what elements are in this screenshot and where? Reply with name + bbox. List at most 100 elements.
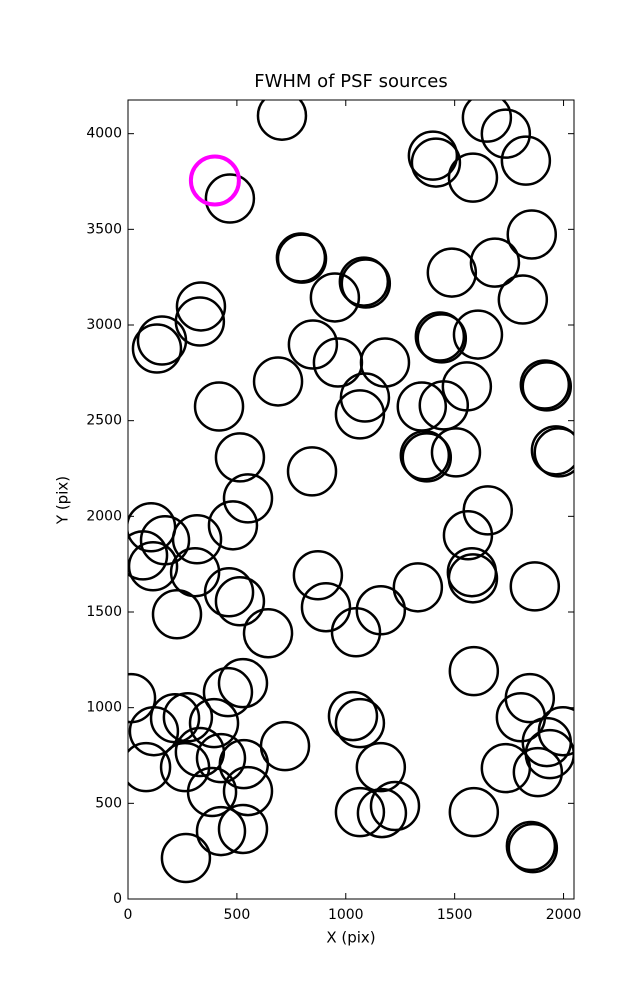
source-marker <box>207 500 259 551</box>
source-marker <box>418 380 470 431</box>
source-marker <box>131 323 183 374</box>
source-marker <box>338 256 390 307</box>
x-tick-label: 500 <box>224 907 251 923</box>
source-marker <box>128 705 180 757</box>
source-marker <box>195 805 247 857</box>
source-marker <box>334 697 386 749</box>
source-marker <box>447 152 499 203</box>
source-marker <box>128 530 169 581</box>
source-marker <box>530 425 574 476</box>
source-marker <box>151 589 203 640</box>
plot-area <box>128 100 574 884</box>
x-tick-label: 0 <box>124 907 133 923</box>
source-marker <box>533 427 574 478</box>
source-marker <box>292 550 344 601</box>
source-marker <box>369 780 421 832</box>
source-marker <box>448 786 500 838</box>
source-marker <box>214 576 266 627</box>
source-marker <box>407 130 459 181</box>
source-marker <box>480 742 532 794</box>
y-tick-label: 3000 <box>86 317 122 333</box>
source-marker <box>252 356 304 407</box>
source-marker <box>195 732 247 784</box>
source-marker <box>497 274 549 325</box>
source-marker <box>222 765 274 817</box>
source-marker <box>217 657 269 709</box>
source-marker <box>339 372 391 423</box>
source-marker <box>256 100 308 141</box>
source-marker <box>203 567 255 618</box>
x-axis-label: X (pix) <box>326 929 375 947</box>
source-marker <box>218 738 270 790</box>
y-tick-label: 3500 <box>86 221 122 237</box>
source-marker <box>217 803 269 855</box>
source-marker <box>334 389 386 440</box>
source-marker <box>509 561 561 612</box>
source-marker <box>519 359 571 410</box>
source-marker <box>356 787 408 839</box>
y-tick-label: 2500 <box>86 413 122 429</box>
source-marker <box>426 247 478 298</box>
y-tick-label: 4000 <box>86 126 122 142</box>
source-marker <box>128 541 179 592</box>
source-marker <box>287 319 339 370</box>
source-marker <box>500 135 552 186</box>
y-tick-label: 0 <box>113 891 122 907</box>
source-marker <box>505 820 557 872</box>
source-marker <box>461 100 513 143</box>
chart-title: FWHM of PSF sources <box>254 71 448 92</box>
source-marker <box>442 510 494 561</box>
source-marker <box>204 173 256 224</box>
source-marker <box>136 315 188 366</box>
source-marker <box>392 562 444 613</box>
source-marker <box>169 546 221 598</box>
source-marker <box>507 822 559 874</box>
source-marker <box>175 281 227 332</box>
source-marker <box>452 309 504 360</box>
source-marker <box>469 237 521 288</box>
source-marker <box>160 832 212 884</box>
source-marker <box>300 581 352 633</box>
source-marker <box>309 272 361 323</box>
y-tick-label: 1000 <box>86 700 122 716</box>
y-tick-label: 1500 <box>86 604 122 620</box>
x-tick-label: 2000 <box>546 907 582 923</box>
source-marker <box>188 154 241 207</box>
source-marker <box>355 741 407 793</box>
source-marker <box>276 233 328 284</box>
source-marker <box>222 473 274 524</box>
source-marker <box>448 645 500 697</box>
source-marker <box>186 766 238 818</box>
source-marker <box>447 553 499 604</box>
source-marker <box>327 690 379 742</box>
source-marker <box>401 432 453 483</box>
source-marker <box>188 697 240 749</box>
source-marker <box>242 607 294 659</box>
source-marker <box>512 746 564 798</box>
x-tick-label: 1500 <box>437 907 473 923</box>
source-marker <box>214 432 266 483</box>
y-tick-label: 2000 <box>86 508 122 524</box>
source-marker <box>521 361 573 412</box>
source-marker <box>480 108 532 159</box>
source-marker <box>286 446 338 497</box>
source-marker <box>171 514 223 565</box>
source-marker <box>202 666 254 718</box>
source-marker <box>506 209 558 260</box>
source-marker <box>330 607 382 658</box>
y-axis-label: Y (pix) <box>54 476 72 525</box>
source-marker <box>340 258 392 309</box>
source-marker <box>128 741 172 793</box>
source-marker <box>334 786 386 838</box>
source-marker <box>414 311 466 362</box>
source-marker <box>416 313 468 364</box>
x-tick-label: 1000 <box>328 907 364 923</box>
source-marker <box>410 137 462 188</box>
source-marker <box>537 705 574 757</box>
source-marker <box>399 430 451 481</box>
y-tick-label: 500 <box>95 795 122 811</box>
source-marker <box>162 691 214 743</box>
source-marker <box>430 427 482 478</box>
